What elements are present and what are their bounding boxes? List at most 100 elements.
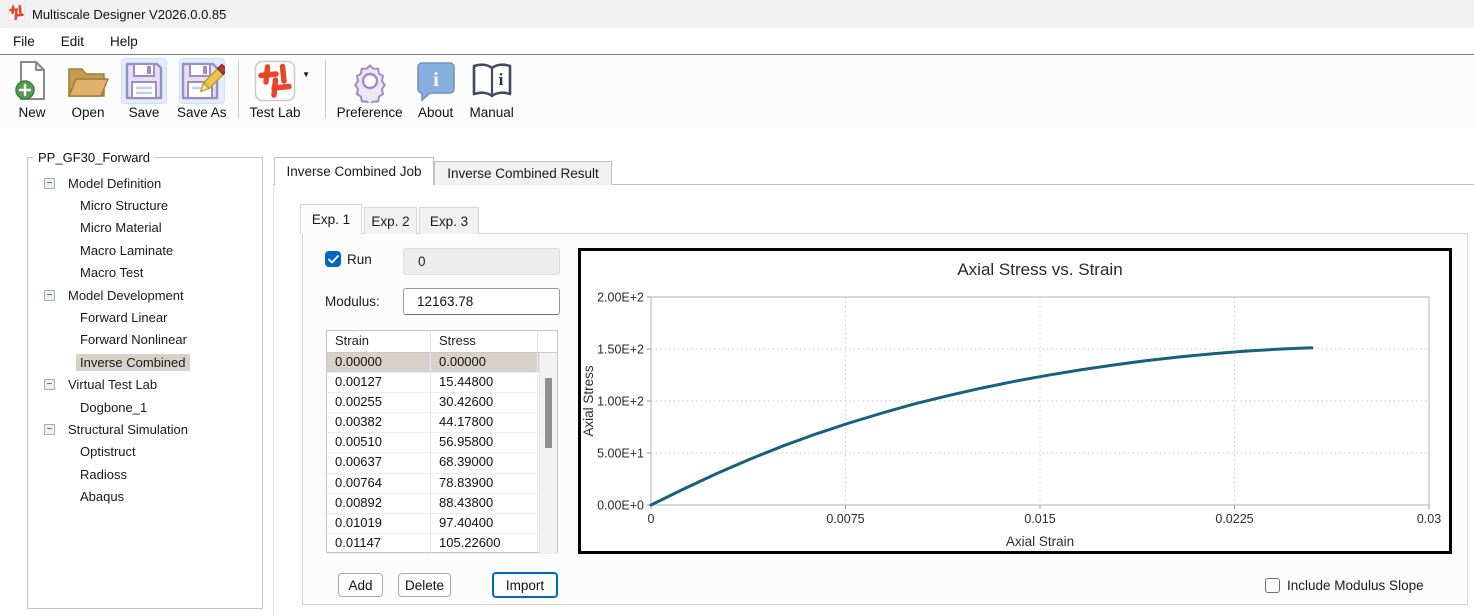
strain-cell[interactable]: 0.00382 bbox=[327, 413, 431, 433]
include-modulus-slope-row: Include Modulus Slope bbox=[1265, 578, 1424, 593]
tab-inverse-combined-job[interactable]: Inverse Combined Job bbox=[274, 157, 434, 185]
import-button[interactable]: Import bbox=[492, 572, 558, 598]
stress-cell[interactable]: 30.42600 bbox=[431, 393, 538, 413]
multiscale-logo-icon bbox=[8, 4, 25, 24]
save-toolbar-button[interactable]: Save bbox=[116, 56, 172, 120]
include-modulus-slope-checkbox[interactable] bbox=[1265, 578, 1280, 593]
project-group-label: PP_GF30_Forward bbox=[33, 150, 155, 165]
svg-text:i: i bbox=[433, 69, 439, 91]
manual-toolbar-button[interactable]: i Manual bbox=[464, 56, 520, 120]
sidebar-item-macro-test[interactable]: Macro Test bbox=[38, 262, 256, 284]
tree-item-label: Micro Structure bbox=[80, 198, 169, 214]
svg-text:Axial Stress vs. Strain: Axial Stress vs. Strain bbox=[957, 260, 1122, 279]
sidebar-item-micro-structure[interactable]: Micro Structure bbox=[38, 194, 256, 216]
collapse-icon[interactable]: − bbox=[44, 289, 55, 301]
strain-cell[interactable]: 0.01019 bbox=[327, 513, 431, 533]
sidebar-item-radioss[interactable]: Radioss bbox=[38, 463, 256, 485]
delete-button[interactable]: Delete bbox=[398, 573, 451, 597]
table-row[interactable]: 0.01019 97.40400 bbox=[327, 513, 557, 534]
sidebar-item-micro-material[interactable]: Micro Material bbox=[38, 217, 256, 239]
stress-cell[interactable]: 44.17800 bbox=[431, 413, 538, 433]
svg-text:1.50E+2: 1.50E+2 bbox=[597, 343, 644, 357]
sidebar-item-structural-simulation[interactable]: − Structural Simulation bbox=[38, 418, 256, 440]
table-row[interactable]: 0.01147 105.22600 bbox=[327, 533, 557, 554]
table-row[interactable]: 0.00255 30.42600 bbox=[327, 393, 557, 414]
table-row[interactable]: 0.00764 78.83900 bbox=[327, 473, 557, 494]
sidebar-item-virtual-test-lab[interactable]: − Virtual Test Lab bbox=[38, 374, 256, 396]
sidebar-item-dogbone-1[interactable]: Dogbone_1 bbox=[38, 396, 256, 418]
stress-cell[interactable]: 0.00000 bbox=[431, 353, 538, 373]
strain-cell[interactable]: 0.00127 bbox=[327, 373, 431, 393]
sidebar-item-inverse-combined[interactable]: Inverse Combined bbox=[38, 351, 256, 373]
modulus-label: Modulus: bbox=[325, 294, 380, 309]
strain-cell[interactable]: 0.00637 bbox=[327, 453, 431, 473]
menu-item-file[interactable]: File bbox=[13, 33, 35, 49]
sidebar-item-forward-nonlinear[interactable]: Forward Nonlinear bbox=[38, 329, 256, 351]
strain-cell[interactable]: 0.00764 bbox=[327, 473, 431, 493]
tree-item-label: Forward Nonlinear bbox=[80, 332, 187, 348]
run-checkbox[interactable] bbox=[325, 251, 341, 267]
save-as-toolbar-button[interactable]: Save As bbox=[172, 56, 232, 120]
tree-item-label: Model Definition bbox=[68, 175, 162, 191]
window-title: Multiscale Designer V2026.0.0.85 bbox=[32, 6, 227, 22]
menu-bar: File Edit Help bbox=[0, 28, 1474, 55]
tab-exp-2[interactable]: Exp. 2 bbox=[364, 207, 417, 234]
collapse-icon[interactable]: − bbox=[44, 423, 55, 435]
table-row[interactable]: 0.00510 56.95800 bbox=[327, 433, 557, 454]
stress-cell[interactable]: 97.40400 bbox=[431, 513, 538, 533]
strain-cell[interactable]: 0.00510 bbox=[327, 433, 431, 453]
main-panel-left-border bbox=[273, 184, 274, 616]
gear-icon bbox=[347, 58, 393, 104]
add-button[interactable]: Add bbox=[338, 573, 383, 597]
column-header-strain[interactable]: Strain bbox=[327, 331, 431, 352]
stress-cell[interactable]: 68.39000 bbox=[431, 453, 538, 473]
stress-cell[interactable]: 78.83900 bbox=[431, 473, 538, 493]
tree-item-label: Optistruct bbox=[80, 444, 136, 460]
about-toolbar-button[interactable]: i About bbox=[408, 56, 464, 120]
title-bar: Multiscale Designer V2026.0.0.85 bbox=[0, 0, 1474, 28]
sidebar-item-abaqus[interactable]: Abaqus bbox=[38, 485, 256, 507]
tree-item-label: Structural Simulation bbox=[68, 421, 188, 437]
strain-cell[interactable]: 0.00892 bbox=[327, 493, 431, 513]
collapse-icon[interactable]: − bbox=[44, 177, 55, 189]
svg-text:5.00E+1: 5.00E+1 bbox=[597, 447, 644, 461]
menu-item-help[interactable]: Help bbox=[110, 33, 138, 49]
sidebar-item-optistruct[interactable]: Optistruct bbox=[38, 441, 256, 463]
strain-cell[interactable]: 0.00000 bbox=[327, 353, 431, 373]
preference-toolbar-button[interactable]: Preference bbox=[332, 56, 408, 120]
toolbar: New Open Save Save As ▼ Test Lab Preference i Ab… bbox=[0, 56, 1474, 128]
sidebar-item-macro-laminate[interactable]: Macro Laminate bbox=[38, 239, 256, 261]
modulus-field[interactable]: 12163.78 bbox=[403, 288, 560, 315]
stress-cell[interactable]: 15.44800 bbox=[431, 373, 538, 393]
table-scrollbar-thumb[interactable] bbox=[545, 378, 552, 448]
sidebar-item-model-definition[interactable]: − Model Definition bbox=[38, 172, 256, 194]
stress-cell[interactable]: 56.95800 bbox=[431, 433, 538, 453]
test-lab-toolbar-button[interactable]: ▼ Test Lab bbox=[245, 56, 319, 120]
strain-cell[interactable]: 0.00255 bbox=[327, 393, 431, 413]
tab-inverse-combined-result[interactable]: Inverse Combined Result bbox=[434, 161, 612, 185]
stress-cell[interactable]: 105.22600 bbox=[431, 533, 538, 553]
run-count-field[interactable]: 0 bbox=[403, 248, 560, 275]
table-row[interactable]: 0.00000 0.00000 bbox=[327, 353, 557, 374]
sidebar-item-forward-linear[interactable]: Forward Linear bbox=[38, 306, 256, 328]
strain-cell[interactable]: 0.01147 bbox=[327, 533, 431, 553]
new-toolbar-button[interactable]: New bbox=[4, 56, 60, 120]
menu-item-edit[interactable]: Edit bbox=[60, 33, 85, 49]
table-row[interactable]: 0.00892 88.43800 bbox=[327, 493, 557, 514]
open-toolbar-button[interactable]: Open bbox=[60, 56, 116, 120]
table-scrollbar[interactable] bbox=[539, 353, 557, 553]
table-row[interactable]: 0.00382 44.17800 bbox=[327, 413, 557, 434]
column-header-stress[interactable]: Stress bbox=[431, 331, 538, 352]
about-icon: i bbox=[413, 58, 459, 104]
tab-exp-1[interactable]: Exp. 1 bbox=[300, 204, 362, 234]
sidebar-item-model-development[interactable]: − Model Development bbox=[38, 284, 256, 306]
dropdown-caret-icon[interactable]: ▼ bbox=[302, 70, 311, 79]
strain-stress-table[interactable]: Strain Stress 0.00000 0.00000 0.00127 15.44… bbox=[326, 330, 558, 554]
tree-item-label: Forward Linear bbox=[80, 310, 168, 326]
tab-exp-3[interactable]: Exp. 3 bbox=[419, 207, 479, 234]
collapse-icon[interactable]: − bbox=[44, 379, 55, 391]
table-row[interactable]: 0.00127 15.44800 bbox=[327, 373, 557, 394]
stress-cell[interactable]: 88.43800 bbox=[431, 493, 538, 513]
table-row[interactable]: 0.00637 68.39000 bbox=[327, 453, 557, 474]
